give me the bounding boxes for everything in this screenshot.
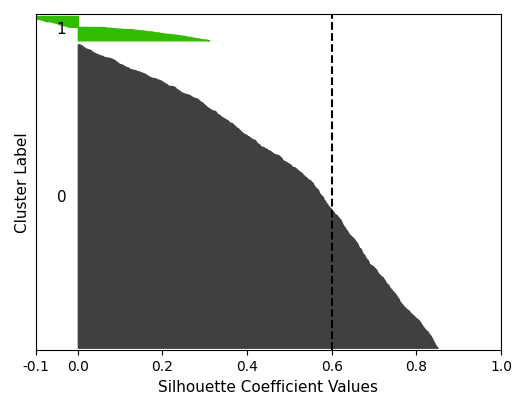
Text: 1: 1 [57,22,66,36]
Text: 0: 0 [57,189,66,204]
X-axis label: Silhouette Coefficient Values: Silhouette Coefficient Values [158,379,378,394]
Y-axis label: Cluster Label: Cluster Label [15,132,30,233]
